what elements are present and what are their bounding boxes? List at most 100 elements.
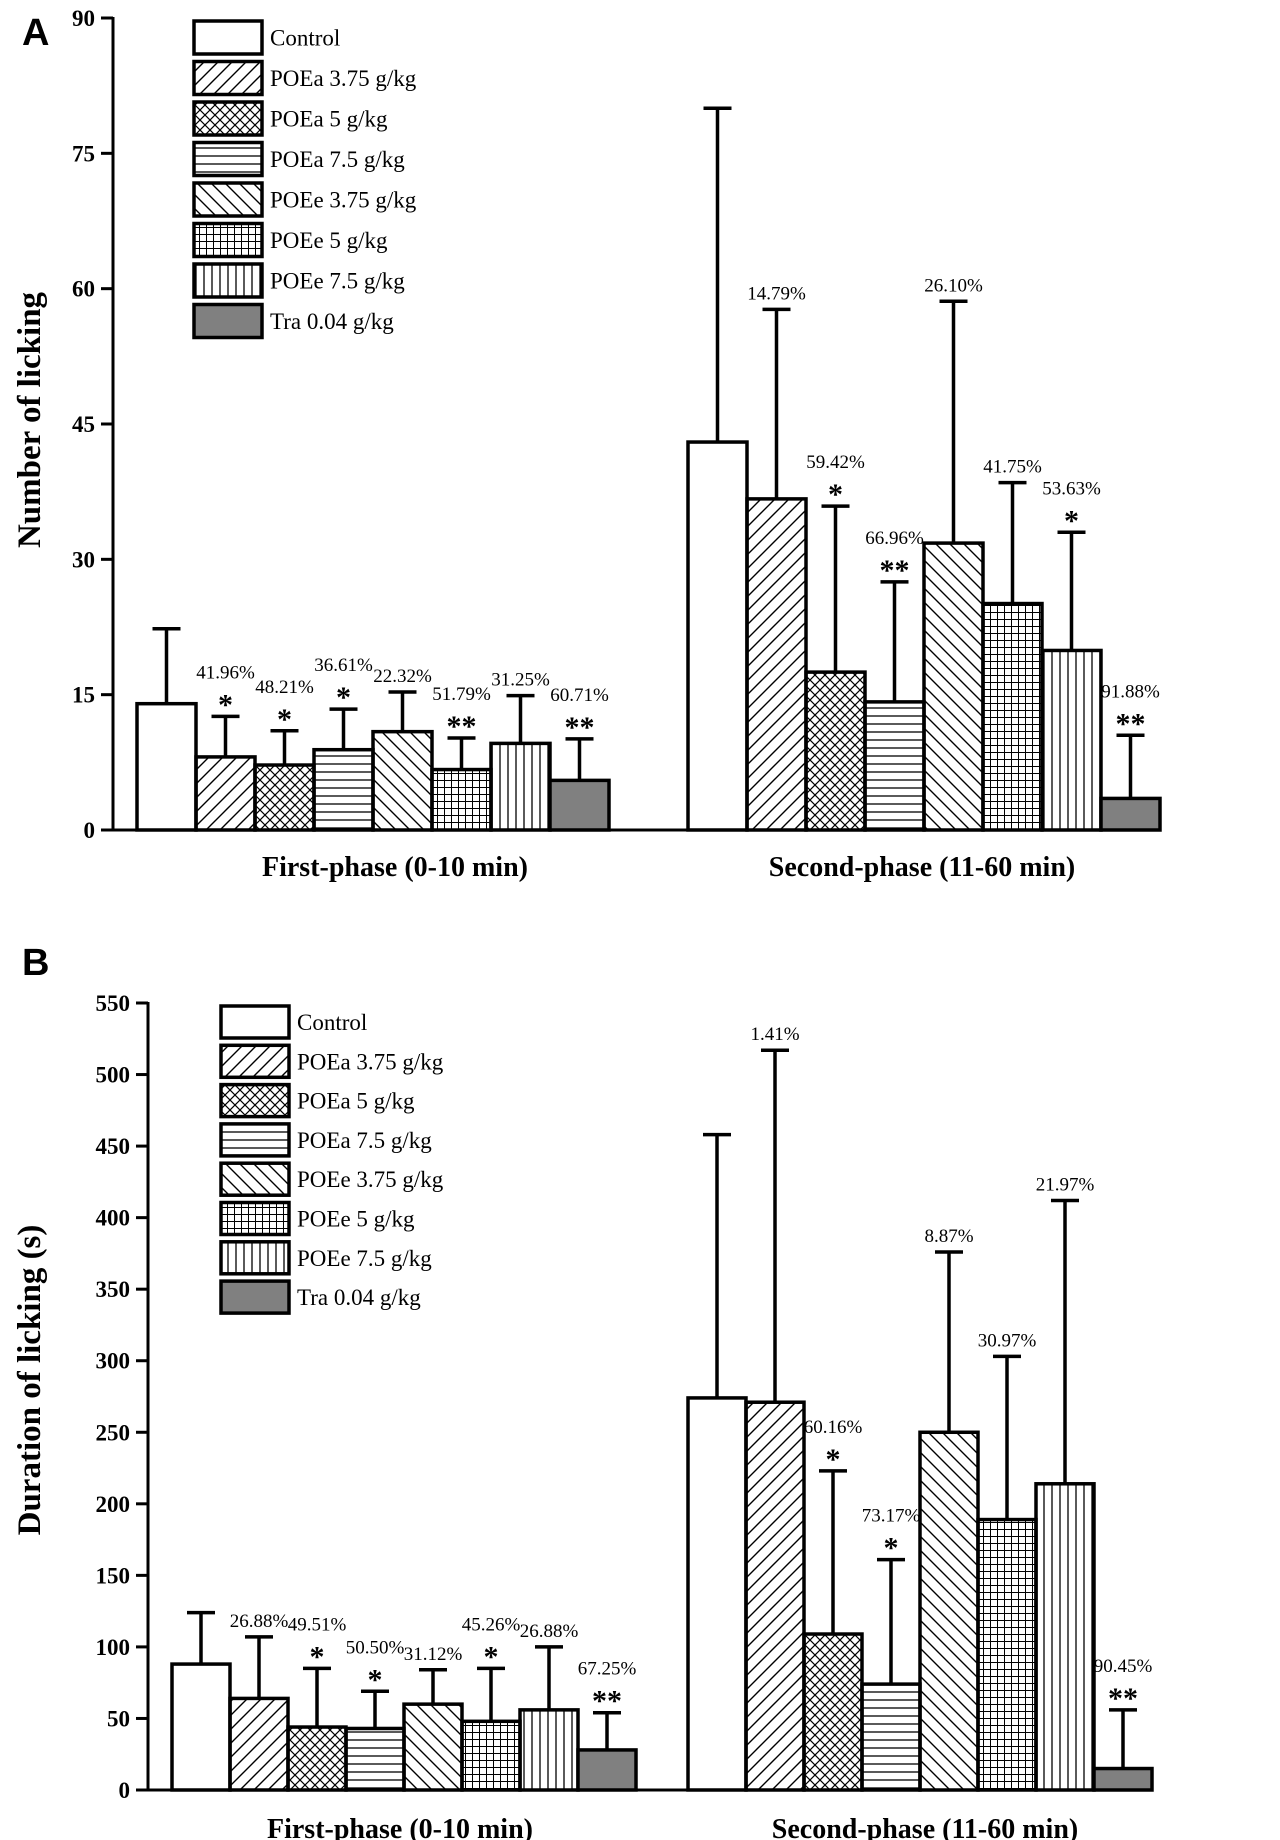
panel-b: B Duration of licking (s) 0 50 100 150 200 25… <box>12 942 1154 1840</box>
y-tick-label-a: 15 <box>72 683 95 708</box>
bar-control-g2 <box>686 1396 748 1792</box>
bar-poee-7-5-g-kg-g2 <box>1034 1482 1096 1792</box>
bar-poee-5-g-kg-g1 <box>460 1719 522 1792</box>
bar-control-g1 <box>135 701 198 832</box>
panel-a: A Number of licking 0 15 30 45 60 75 90 Contro… <box>12 6 1162 883</box>
significance-label: * <box>368 1663 383 1696</box>
bar-poee-3-75-g-kg-g1 <box>402 1702 464 1792</box>
y-tick-label-b: 250 <box>96 1420 131 1445</box>
significance-label: * <box>218 688 233 721</box>
significance-label: * <box>484 1640 499 1673</box>
y-tick-label-b: 300 <box>96 1349 131 1374</box>
significance-label: ** <box>1108 1682 1138 1715</box>
inhibition-label: 26.10% <box>924 275 983 296</box>
inhibition-label: 67.25% <box>578 1659 637 1680</box>
legend-swatch <box>219 1279 291 1315</box>
inhibition-label: 36.61% <box>314 655 373 676</box>
legend-swatch <box>219 1043 291 1080</box>
bar-poee-3-75-g-kg-g2 <box>918 1430 980 1792</box>
bar-tra-0-04-g-kg-g1 <box>576 1748 638 1792</box>
inhibition-label: 60.16% <box>804 1417 863 1438</box>
y-tick-label-b: 200 <box>96 1492 131 1517</box>
legend-label: POEe 7.5 g/kg <box>297 1246 432 1271</box>
inhibition-label: 90.45% <box>1094 1656 1153 1677</box>
inhibition-label: 45.26% <box>462 1614 521 1635</box>
y-tick-label-b: 550 <box>96 991 131 1016</box>
y-axis-label-b: Duration of licking (s) <box>12 1225 48 1536</box>
inhibition-label: 53.63% <box>1042 478 1101 499</box>
y-ticks-a: 0 15 30 45 60 75 90 <box>72 6 113 843</box>
bar-poea-3-75-g-kg-g1 <box>194 755 257 832</box>
legend-swatch <box>219 1240 291 1276</box>
y-ticks-b: 0 50 100 150 200 250 300 350 400 450 500 550 <box>96 991 148 1803</box>
legend-swatch <box>219 1082 291 1119</box>
legend-swatch <box>192 140 264 178</box>
panel-letter-b: B <box>22 942 49 984</box>
legend-label: POEa 3.75 g/kg <box>297 1049 444 1074</box>
y-tick-label-b: 500 <box>96 1063 131 1088</box>
y-tick-label-b: 50 <box>107 1706 130 1731</box>
significance-label: * <box>310 1640 325 1673</box>
legend-label: POEe 5 g/kg <box>270 228 388 253</box>
legend-label: Control <box>297 1010 367 1035</box>
legend-label: POEa 5 g/kg <box>270 107 388 132</box>
bar-control-g1 <box>170 1662 232 1792</box>
significance-label: * <box>826 1443 841 1476</box>
inhibition-label: 41.75% <box>983 457 1042 478</box>
inhibition-label: 50.50% <box>346 1637 405 1658</box>
significance-label: * <box>884 1532 899 1565</box>
inhibition-label: 91.88% <box>1101 681 1160 702</box>
bar-poea-7-5-g-kg-g1 <box>344 1726 406 1792</box>
bar-poea-7-5-g-kg-g2 <box>860 1682 922 1792</box>
inhibition-label: 1.41% <box>750 1024 799 1045</box>
legend-a: Control POEa 3.75 g/kg POEa 5 g/kg POEa 7.5… <box>192 19 417 340</box>
inhibition-label: 14.79% <box>747 283 806 304</box>
legend-label: Control <box>270 26 340 51</box>
plot-area-a: * 41.96% 14.79% * 48.21% * 59.42% * 36.61% ** 66.9… <box>135 106 1162 832</box>
bar-tra-0-04-g-kg-g1 <box>548 778 611 832</box>
bar-poea-3-75-g-kg-g1 <box>228 1696 290 1792</box>
bar-poea-3-75-g-kg-g2 <box>744 1400 806 1792</box>
legend-swatch <box>192 59 264 97</box>
x-group-label-a-first: First-phase (0-10 min) <box>262 852 528 883</box>
y-tick-label-b: 100 <box>96 1635 131 1660</box>
inhibition-label: 21.97% <box>1036 1174 1095 1195</box>
significance-label: * <box>277 703 292 736</box>
inhibition-label: 73.17% <box>862 1506 921 1527</box>
legend-label: POEe 3.75 g/kg <box>297 1167 444 1192</box>
x-group-label-b-second: Second-phase (11-60 min) <box>772 1814 1078 1840</box>
legend-swatch <box>192 262 264 299</box>
bar-poee-5-g-kg-g1 <box>430 767 493 832</box>
legend-label: Tra 0.04 g/kg <box>270 309 394 334</box>
y-axis-label-a: Number of licking <box>12 291 48 548</box>
inhibition-label: 31.25% <box>491 670 550 691</box>
legend-swatch <box>192 302 264 340</box>
inhibition-label: 48.21% <box>255 677 314 698</box>
bar-poea-3-75-g-kg-g2 <box>745 497 808 832</box>
bar-poee-3-75-g-kg-g2 <box>922 541 985 832</box>
legend-label: POEa 7.5 g/kg <box>270 147 405 172</box>
bar-poee-7-5-g-kg-g1 <box>489 741 552 832</box>
inhibition-label: 31.12% <box>404 1644 463 1665</box>
plot-area-b: 26.88% 1.41% * 49.51% * 60.16% * 50.50% * 73.17% 3… <box>170 1024 1154 1792</box>
bar-poea-5-g-kg-g1 <box>253 763 316 832</box>
legend-swatch <box>219 1004 291 1040</box>
bar-poea-7-5-g-kg-g1 <box>312 747 375 832</box>
inhibition-label: 60.71% <box>550 685 609 706</box>
legend-label: Tra 0.04 g/kg <box>297 1285 421 1310</box>
legend-label: POEa 7.5 g/kg <box>297 1128 432 1153</box>
inhibition-label: 26.88% <box>520 1621 579 1642</box>
legend-label: POEe 7.5 g/kg <box>270 269 405 294</box>
bar-poee-5-g-kg-g2 <box>976 1517 1038 1792</box>
significance-label: ** <box>880 554 910 587</box>
y-tick-label-a: 45 <box>72 412 95 437</box>
bar-poea-5-g-kg-g2 <box>804 670 867 832</box>
bar-tra-0-04-g-kg-g2 <box>1092 1766 1154 1792</box>
y-tick-label-b: 450 <box>96 1134 131 1159</box>
legend-swatch <box>192 19 264 56</box>
inhibition-label: 30.97% <box>978 1330 1037 1351</box>
inhibition-label: 59.42% <box>806 452 865 473</box>
legend-label: POEe 5 g/kg <box>297 1207 415 1232</box>
significance-label: ** <box>565 711 595 744</box>
